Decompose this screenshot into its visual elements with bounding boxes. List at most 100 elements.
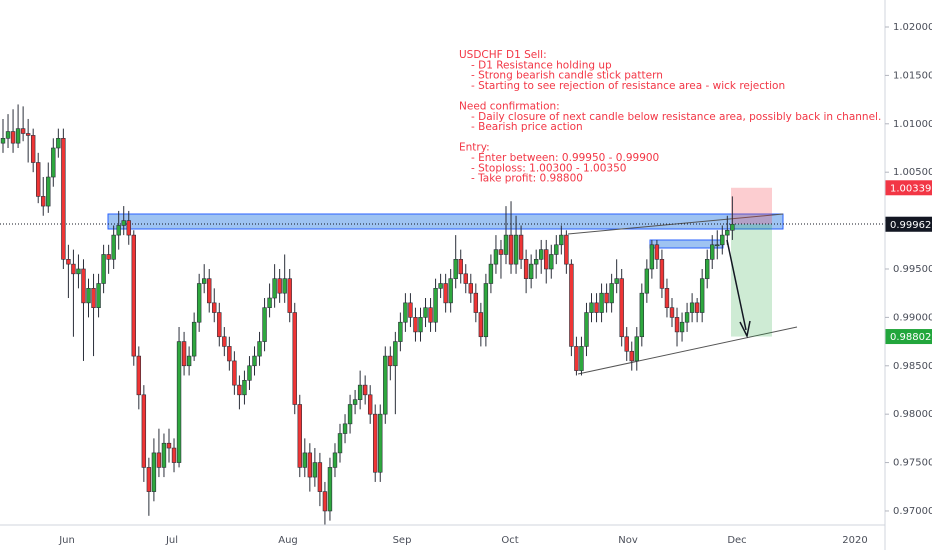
candle-body <box>242 379 247 396</box>
candle-body <box>297 404 302 468</box>
resistance-zone <box>107 213 784 230</box>
candle-body <box>619 278 624 338</box>
candle-body <box>664 288 670 309</box>
candle-body <box>202 278 207 284</box>
candle-body <box>564 234 569 265</box>
candle-body <box>528 263 534 279</box>
candle-body <box>96 283 101 309</box>
candle-body <box>544 249 549 270</box>
candle-body <box>196 283 202 323</box>
candle-body <box>0 138 6 144</box>
candle-body <box>267 297 272 309</box>
note-item: - Starting to see rejection of resistanc… <box>471 80 785 92</box>
y-tick-label: 1.01000 <box>893 119 932 130</box>
x-tick-label: Aug <box>278 535 298 546</box>
candle-body <box>423 307 428 318</box>
candle-body <box>468 283 473 294</box>
candle-body <box>710 244 715 260</box>
candle-body <box>478 312 484 338</box>
candle-body <box>352 399 358 405</box>
candle-body <box>674 317 680 333</box>
candle-body <box>61 138 66 260</box>
note-item: - Bearish price action <box>471 121 583 133</box>
candle-body <box>569 263 574 347</box>
candle-body <box>704 259 710 279</box>
y-tick-label: 1.01500 <box>893 70 932 81</box>
candle-body <box>373 413 378 473</box>
price-label-box <box>885 329 932 345</box>
candle-body <box>327 467 333 512</box>
candle-body <box>378 413 383 473</box>
candle-body <box>126 220 131 236</box>
candle-body <box>383 355 388 415</box>
candle-body <box>684 312 690 323</box>
price-label-box <box>885 180 932 196</box>
candle-body <box>518 234 524 260</box>
candle-body <box>10 131 16 144</box>
candle-body <box>232 360 237 386</box>
candle-body <box>257 341 262 357</box>
candle-body <box>111 234 116 260</box>
candle-body <box>51 147 56 178</box>
candle-body <box>639 292 645 338</box>
candle-body <box>508 234 514 265</box>
y-tick-label: 0.97500 <box>893 458 932 469</box>
x-tick-label: Sep <box>393 535 412 546</box>
candle-body <box>604 292 609 304</box>
candle-body <box>46 176 51 207</box>
price-label: 0.99962 <box>890 220 931 231</box>
price-label: 0.98802 <box>890 332 931 343</box>
x-tick-label: Jul <box>165 535 178 546</box>
candle-body <box>428 307 433 323</box>
note-heading: Entry: <box>459 142 490 154</box>
candle-body <box>649 244 655 270</box>
candle-body <box>176 341 182 463</box>
candle-body <box>694 302 700 313</box>
candle-body <box>262 307 267 342</box>
candle-body <box>287 278 292 313</box>
candle-body <box>237 384 242 396</box>
candle-body <box>574 346 579 371</box>
candle-body <box>644 268 650 294</box>
candle-body <box>56 138 61 149</box>
y-tick-label: 0.98500 <box>893 361 932 372</box>
candle-body <box>669 307 675 318</box>
candle-body <box>388 355 393 367</box>
candle-body <box>30 135 36 163</box>
candle-body <box>418 317 423 333</box>
drawings <box>0 187 885 375</box>
candle-body <box>292 312 297 405</box>
candle-body <box>720 234 725 246</box>
candle-body <box>41 196 46 207</box>
candle-body <box>272 278 277 299</box>
note-item: - Daily closure of next candle below res… <box>471 111 881 123</box>
candle-body <box>25 133 31 136</box>
candle-body <box>654 244 660 260</box>
candles <box>0 104 735 526</box>
candle-body <box>609 283 614 304</box>
candle-body <box>217 312 222 338</box>
candle-body <box>533 259 539 265</box>
candle-body <box>413 317 418 333</box>
candle-body <box>222 336 227 347</box>
candle-body <box>76 268 81 275</box>
candle-body <box>357 384 363 400</box>
candle-body <box>171 447 177 463</box>
note-heading: Need confirmation: <box>459 101 560 113</box>
candle-body <box>398 321 403 342</box>
arrow-shaft <box>726 239 747 331</box>
y-tick-label: 1.02000 <box>893 22 932 33</box>
candle-body <box>86 288 91 304</box>
candle-body <box>227 346 232 362</box>
candle-body <box>433 288 438 323</box>
candle-body <box>312 462 318 478</box>
candle-body <box>181 341 187 367</box>
candle-body <box>332 452 338 468</box>
candle-body <box>488 263 494 284</box>
candle-body <box>403 302 408 323</box>
candle-body <box>151 452 157 492</box>
candle-body <box>166 442 172 449</box>
stop-zone <box>731 187 772 225</box>
axes: 0.97000 0.97500 0.98000 0.98500 0.99000 0.995… <box>58 22 932 546</box>
candle-body <box>131 234 136 357</box>
